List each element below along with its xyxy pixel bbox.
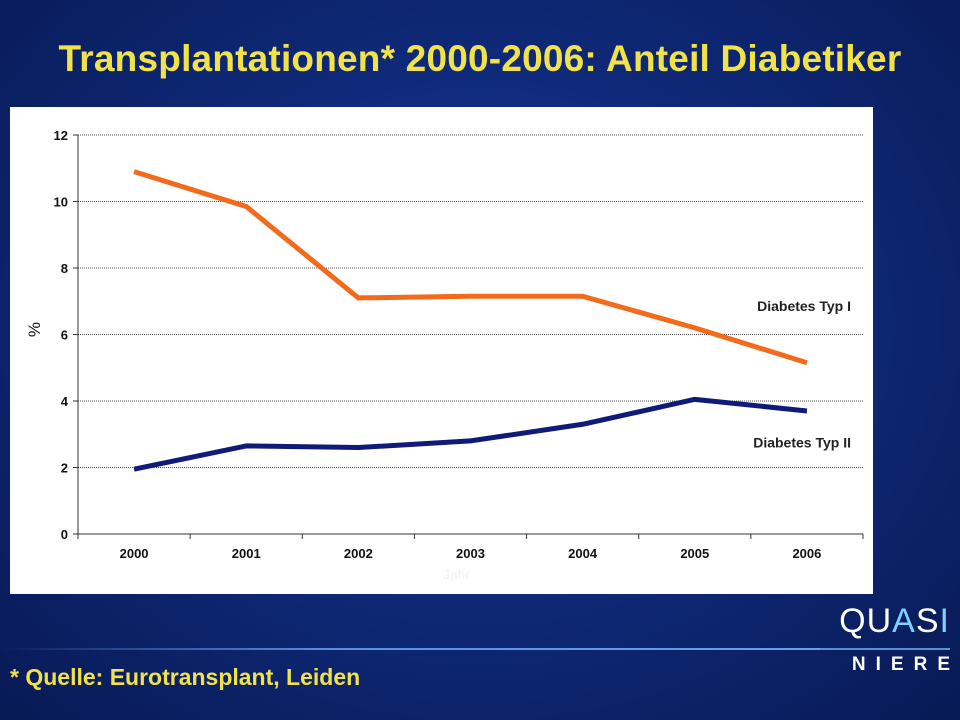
y-tick-label: 8 — [61, 261, 68, 276]
source-footnote: * Quelle: Eurotransplant, Leiden — [10, 664, 361, 690]
x-tick-label: 2002 — [344, 546, 373, 561]
y-tick-label: 6 — [61, 328, 68, 343]
logo-divider — [820, 648, 950, 650]
y-tick-label: 10 — [54, 195, 68, 210]
x-tick-label: 2006 — [792, 546, 821, 561]
x-tick-label: 2001 — [232, 546, 261, 561]
y-tick-label: 4 — [61, 394, 69, 409]
x-tick-label: 2004 — [568, 546, 598, 561]
x-tick-label: 2005 — [680, 546, 709, 561]
series-label-2: Diabetes Typ II — [753, 435, 851, 451]
slide-title: Transplantationen* 2000-2006: Anteil Dia… — [58, 38, 902, 79]
y-axis-label: % — [25, 322, 44, 337]
y-tick-label: 12 — [54, 128, 68, 143]
logo-quasi-text: QUASI — [839, 602, 950, 640]
x-tick-label: 2000 — [120, 546, 149, 561]
logo-niere-text: NIERE — [851, 654, 960, 675]
y-tick-label: 0 — [61, 527, 68, 542]
y-tick-label: 2 — [61, 461, 68, 476]
chart-panel: 0 2 4 6 8 10 12 2000 2001 2002 2003 2004 2005 2006% Ja… — [10, 107, 873, 594]
divider-line — [0, 648, 830, 650]
x-axis-label: Jahr — [443, 566, 471, 582]
series-label-1: Diabetes Typ I — [757, 298, 851, 314]
x-tick-label: 2003 — [456, 546, 485, 561]
series-line-2 — [133, 396, 808, 472]
quasi-niere-logo: QUASI NIERE — [820, 602, 950, 682]
line-chart: 0 2 4 6 8 10 12 2000 2001 2002 2003 2004 2005 2006% Ja… — [25, 128, 864, 582]
